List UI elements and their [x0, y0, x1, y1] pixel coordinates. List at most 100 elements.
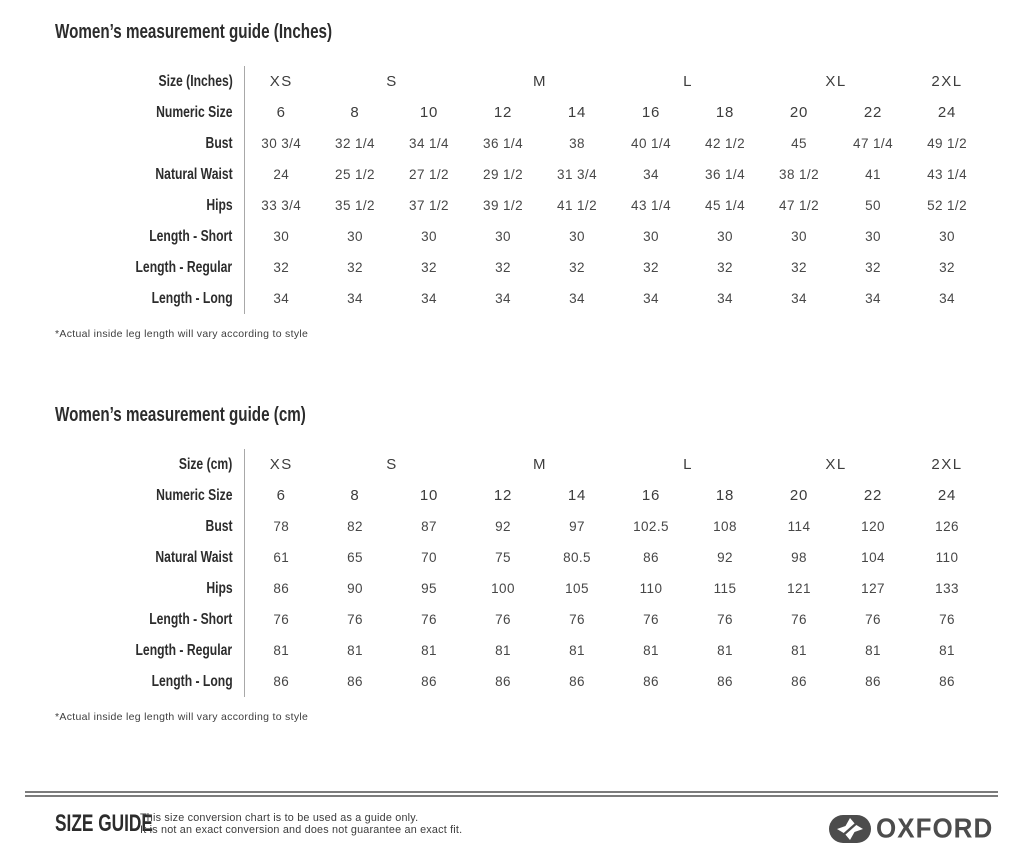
size-group-header-row: Size (Inches) XS S M L XL 2XL [0, 66, 984, 97]
measurement-cell: 16 [641, 487, 661, 504]
measurement-cell: 25 1/2 [335, 167, 375, 182]
measurement-cell: 34 [347, 291, 363, 306]
measurement-row: Numeric Size 6 8 10 12 14 16 18 20 22 24 [0, 480, 984, 511]
cm-footnote: *Actual inside leg length will vary acco… [55, 711, 309, 723]
measurement-cell: 76 [273, 612, 290, 627]
measurement-cell: 36 1/4 [483, 136, 523, 151]
measurement-cell: 86 [273, 674, 290, 689]
footer-size-guide-label: SIZE GUIDE [55, 810, 191, 838]
row-label: Length - Short [0, 221, 245, 252]
size-group-s: S [386, 456, 398, 473]
measurement-cell: 41 [865, 167, 881, 182]
measurement-cell: 78 [273, 519, 290, 534]
row-label: Natural Waist [0, 542, 245, 573]
measurement-row: Numeric Size 6 8 10 12 14 16 18 20 22 24 [0, 97, 984, 128]
measurement-cell: 24 [937, 104, 957, 121]
measurement-cell: 30 [347, 229, 363, 244]
measurement-cell: 30 [421, 229, 437, 244]
row-label: Length - Regular [0, 635, 245, 666]
measurement-cell: 76 [791, 612, 807, 627]
corner-label: Size (Inches) [0, 66, 245, 97]
measurement-cell: 16 [641, 104, 661, 121]
measurement-cell: 86 [495, 674, 511, 689]
measurement-cell: 32 [421, 260, 437, 275]
measurement-cell: 86 [939, 674, 955, 689]
measurement-cell: 45 [791, 136, 807, 151]
inches-table-title-text: Women’s measurement guide (Inches) [55, 21, 333, 43]
measurement-cell: 39 1/2 [483, 198, 523, 213]
measurement-cell: 43 1/4 [631, 198, 671, 213]
measurement-cell: 100 [491, 581, 515, 596]
measurement-cell: 32 [273, 260, 290, 275]
measurement-cell: 24 [937, 487, 957, 504]
measurement-cell: 76 [643, 612, 659, 627]
size-group-s: S [386, 73, 398, 90]
measurement-cell: 43 1/4 [927, 167, 967, 182]
measurement-cell: 34 [421, 291, 437, 306]
row-label-text: Natural Waist [155, 165, 233, 183]
measurement-cell: 34 [717, 291, 733, 306]
footer-size-guide-text: SIZE GUIDE [55, 810, 153, 837]
measurement-cell: 18 [715, 487, 735, 504]
measurement-cell: 12 [493, 104, 513, 121]
measurement-cell: 86 [643, 550, 659, 565]
measurement-cell: 110 [639, 581, 663, 596]
measurement-cell: 14 [567, 487, 587, 504]
measurement-cell: 86 [643, 674, 659, 689]
measurement-row: Length - Regular 32 32 32 32 32 32 32 32 32 32 [0, 252, 984, 283]
measurement-cell: 76 [717, 612, 733, 627]
measurement-cell: 87 [421, 519, 437, 534]
inches-footnote: *Actual inside leg length will vary acco… [55, 328, 309, 340]
measurement-cell: 22 [863, 104, 883, 121]
measurement-cell: 81 [643, 643, 659, 658]
inches-measurement-table: Size (Inches) XS S M L XL 2XL Numeric Size 6 8 10 1… [0, 66, 984, 314]
measurement-cell: 29 1/2 [483, 167, 523, 182]
row-label-text: Length - Regular [135, 258, 233, 276]
measurement-cell: 92 [495, 519, 511, 534]
measurement-cell: 34 [643, 167, 659, 182]
measurement-cell: 95 [421, 581, 437, 596]
row-label: Hips [0, 573, 245, 604]
measurement-cell: 76 [347, 612, 363, 627]
measurement-cell: 86 [347, 674, 363, 689]
measurement-cell: 75 [495, 550, 511, 565]
measurement-cell: 110 [935, 550, 959, 565]
measurement-cell: 97 [569, 519, 585, 534]
row-label-text: Bust [205, 517, 233, 535]
measurement-cell: 90 [347, 581, 363, 596]
measurement-cell: 86 [865, 674, 881, 689]
measurement-cell: 92 [717, 550, 733, 565]
oxford-pinwheel-icon [829, 814, 871, 843]
measurement-cell: 32 [939, 260, 955, 275]
measurement-cell: 81 [865, 643, 881, 658]
measurement-cell: 34 [791, 291, 807, 306]
measurement-cell: 14 [567, 104, 587, 121]
measurement-cell: 47 1/2 [779, 198, 819, 213]
corner-label-text: Size (Inches) [158, 72, 233, 90]
measurement-cell: 47 1/4 [853, 136, 893, 151]
measurement-cell: 81 [347, 643, 363, 658]
measurement-cell: 86 [791, 674, 807, 689]
measurement-cell: 27 1/2 [409, 167, 449, 182]
measurement-cell: 49 1/2 [927, 136, 967, 151]
measurement-cell: 52 1/2 [927, 198, 967, 213]
measurement-row: Natural Waist 24 25 1/2 27 1/2 29 1/2 31 3/4 3… [0, 159, 984, 190]
disclaimer-line-2: It is not an exact conversion and does n… [140, 823, 463, 836]
measurement-cell: 115 [713, 581, 737, 596]
measurement-cell: 76 [939, 612, 955, 627]
measurement-cell: 102.5 [633, 519, 669, 534]
cm-table-title-text: Women’s measurement guide (cm) [55, 404, 306, 426]
measurement-cell: 12 [493, 487, 513, 504]
measurement-cell: 61 [273, 550, 290, 565]
measurement-cell: 65 [347, 550, 363, 565]
measurement-cell: 45 1/4 [705, 198, 745, 213]
measurement-row: Bust 78 82 87 92 97 102.5 108 114 120 126 [0, 511, 984, 542]
measurement-cell: 98 [791, 550, 807, 565]
size-group-2xl: 2XL [931, 73, 963, 90]
measurement-cell: 80.5 [563, 550, 591, 565]
measurement-cell: 30 [495, 229, 511, 244]
measurement-cell: 70 [421, 550, 437, 565]
measurement-cell: 31 3/4 [557, 167, 597, 182]
measurement-cell: 38 1/2 [779, 167, 819, 182]
size-group-m: M [533, 73, 548, 90]
